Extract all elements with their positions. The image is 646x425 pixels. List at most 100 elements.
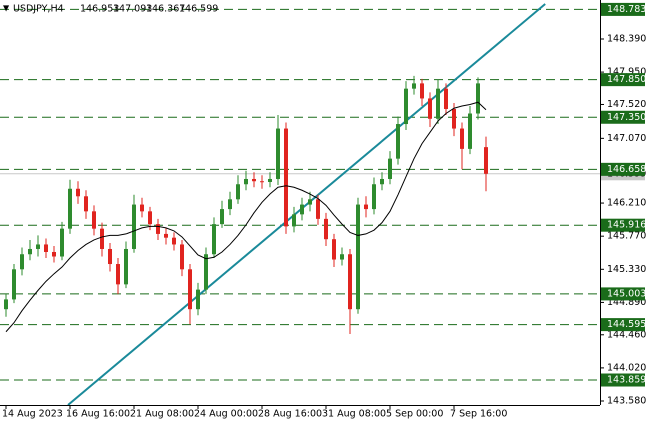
candle-body [116, 264, 120, 285]
x-tick-label: 16 Aug 16:00 [66, 409, 130, 420]
candle-body [476, 83, 480, 114]
candle-body [292, 214, 296, 227]
level-label-box [601, 73, 645, 87]
x-tick-label: 24 Aug 00:00 [194, 409, 258, 420]
y-tick-label: 148.390 [607, 33, 646, 44]
candle-body [124, 248, 128, 285]
candle-body [316, 199, 320, 219]
level-label: 147.850 [607, 74, 646, 85]
candle-body [204, 254, 208, 290]
candle-body [356, 204, 360, 310]
candle-body [340, 254, 344, 260]
candle-body [188, 269, 192, 310]
candle-body [196, 289, 200, 310]
level-label: 148.783 [607, 4, 646, 15]
candle-body [300, 204, 304, 215]
level-label-box [601, 287, 645, 301]
candle-body [484, 147, 488, 174]
y-tick-label: 147.070 [607, 133, 646, 144]
candle-body [180, 244, 184, 270]
level-label-box [601, 2, 645, 16]
candle-body [100, 228, 104, 249]
x-tick-label: 31 Aug 08:00 [322, 409, 386, 420]
candle-body [420, 83, 424, 99]
level-label-box [601, 373, 645, 387]
level-label: 143.859 [607, 375, 646, 386]
candle-body [324, 218, 328, 240]
candle-body [244, 178, 248, 185]
x-tick-label: 5 Sep 00:00 [386, 409, 443, 420]
y-tick-label: 143.580 [607, 396, 646, 407]
trendline [67, 3, 546, 405]
high-value: 147.093 [113, 4, 152, 15]
moving-average [5, 101, 487, 333]
open-value: 146.953 [80, 4, 119, 15]
candle-body [380, 178, 384, 185]
candle-body [348, 254, 352, 310]
candle-body [220, 209, 224, 225]
x-tick-label: 7 Sep 16:00 [450, 409, 507, 420]
candle-body [76, 188, 80, 197]
candle-body [212, 224, 216, 255]
candle-body [36, 244, 40, 249]
y-tick-label: 144.460 [607, 329, 646, 340]
y-tick-label: 147.950 [607, 67, 646, 78]
x-tick-label: 28 Aug 16:00 [258, 409, 322, 420]
candle-body [396, 124, 400, 159]
candle-body [428, 98, 432, 119]
y-tick-label: 144.020 [607, 362, 646, 373]
candle-body [268, 178, 272, 182]
candle-body [156, 224, 160, 234]
candle-body [404, 88, 408, 125]
candle-body [436, 88, 440, 119]
level-label-box [601, 162, 645, 176]
low-value: 146.367 [146, 4, 185, 15]
candle-body [28, 248, 32, 255]
candle-body [60, 228, 64, 257]
candle-body [252, 178, 256, 182]
candle-body [444, 88, 448, 109]
level-label: 144.595 [607, 319, 646, 330]
level-label: 145.916 [607, 220, 646, 231]
candle-body [44, 244, 48, 252]
candle-body [108, 248, 112, 265]
candle-body [140, 204, 144, 212]
candle-body [452, 108, 456, 129]
candle-body [20, 254, 24, 270]
candle-body [84, 196, 88, 212]
candle-body [68, 188, 72, 229]
level-label-box [601, 218, 645, 232]
candle-body [148, 211, 152, 225]
level-label: 146.658 [607, 164, 646, 175]
price-axis: 148.390 147.950 147.520 147.070 146.210 145.7… [600, 2, 646, 407]
symbol-title: USDJPY,H4 [13, 4, 64, 15]
level-label: 145.003 [607, 288, 646, 299]
y-tick-label: 147.520 [607, 99, 646, 110]
candle-body [412, 83, 416, 89]
x-tick-label: 14 Aug 2023 [2, 409, 63, 420]
y-tick-label: 145.770 [607, 231, 646, 242]
level-label-box [601, 318, 645, 332]
candle-body [12, 269, 16, 300]
candle-body [236, 184, 240, 200]
menu-arrow: ▼ [3, 4, 10, 13]
close-value: 146.599 [179, 4, 218, 15]
candle-body [308, 199, 312, 205]
candle-body [260, 181, 264, 183]
candle-body [460, 128, 464, 149]
x-tick-label: 21 Aug 08:00 [130, 409, 194, 420]
level-label-box [601, 110, 645, 124]
candle-body [132, 204, 136, 249]
candle-body [92, 211, 96, 229]
candle-body [364, 204, 368, 210]
candle-body [468, 113, 472, 149]
candle-body [276, 128, 280, 179]
candle-body [332, 239, 336, 260]
candle-body [164, 233, 168, 238]
candle-body [372, 184, 376, 210]
level-label: 147.350 [607, 112, 646, 123]
y-tick-label: 145.330 [607, 264, 646, 275]
y-tick-label: 146.210 [607, 198, 646, 209]
